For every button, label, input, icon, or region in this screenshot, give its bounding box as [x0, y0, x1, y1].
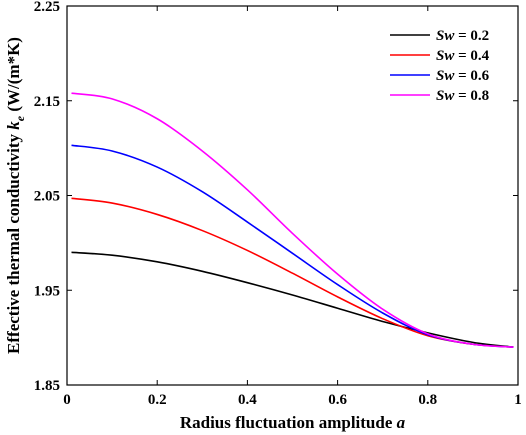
x-tick-label: 1	[514, 392, 522, 408]
y-axis-variable-subscript: e	[13, 115, 27, 121]
y-axis-unit: (W/(m*K)	[4, 37, 23, 112]
x-axis-title-text: Radius fluctuation amplitude	[180, 413, 393, 432]
x-tick-label: 0.8	[418, 392, 437, 408]
legend-label-3: Sw = 0.8	[436, 88, 489, 104]
y-axis-title-text: Effective thermal conductivity	[4, 133, 23, 353]
legend-label-2: Sw = 0.6	[436, 68, 490, 84]
legend-label-value: = 0.4	[454, 48, 489, 64]
y-axis-title: Effective thermal conductivity ke (W/(m*…	[4, 37, 27, 354]
legend-label-value: = 0.2	[454, 28, 489, 44]
x-tick-label: 0	[63, 392, 71, 408]
legend-label-variable: Sw	[436, 48, 455, 64]
legend-label-0: Sw = 0.2	[436, 28, 489, 44]
legend-label-value: = 0.8	[454, 88, 489, 104]
legend-label-variable: Sw	[436, 28, 455, 44]
x-axis-variable: a	[397, 413, 406, 432]
x-axis-title: Radius fluctuation amplitude a	[180, 413, 406, 432]
legend-label-variable: Sw	[436, 88, 455, 104]
y-tick-label: 1.95	[34, 283, 60, 299]
series-line-2	[71, 144, 514, 348]
series-layer	[71, 92, 514, 348]
legend-label-value: = 0.6	[454, 68, 489, 84]
y-tick-label: 2.25	[34, 0, 60, 15]
series-line-3	[71, 92, 514, 348]
series-line-1	[71, 197, 514, 348]
series-line-0	[71, 251, 514, 348]
y-tick-label: 2.05	[34, 189, 60, 205]
legend-label-1: Sw = 0.4	[436, 48, 490, 64]
x-tick-label: 0.2	[148, 392, 167, 408]
x-tick-label: 0.6	[328, 392, 347, 408]
y-tick-label: 2.15	[34, 94, 60, 110]
x-tick-label: 0.4	[238, 392, 257, 408]
y-tick-label: 1.85	[34, 378, 60, 394]
ticks-layer: 0 0.2 0.4 0.6 0.8 1 1.85 1.95 2.05 2.15 2.25	[34, 0, 522, 408]
legend-label-variable: Sw	[436, 68, 455, 84]
y-axis-variable: k	[4, 121, 23, 130]
legend: Sw = 0.2Sw = 0.4Sw = 0.6Sw = 0.8	[390, 28, 490, 104]
